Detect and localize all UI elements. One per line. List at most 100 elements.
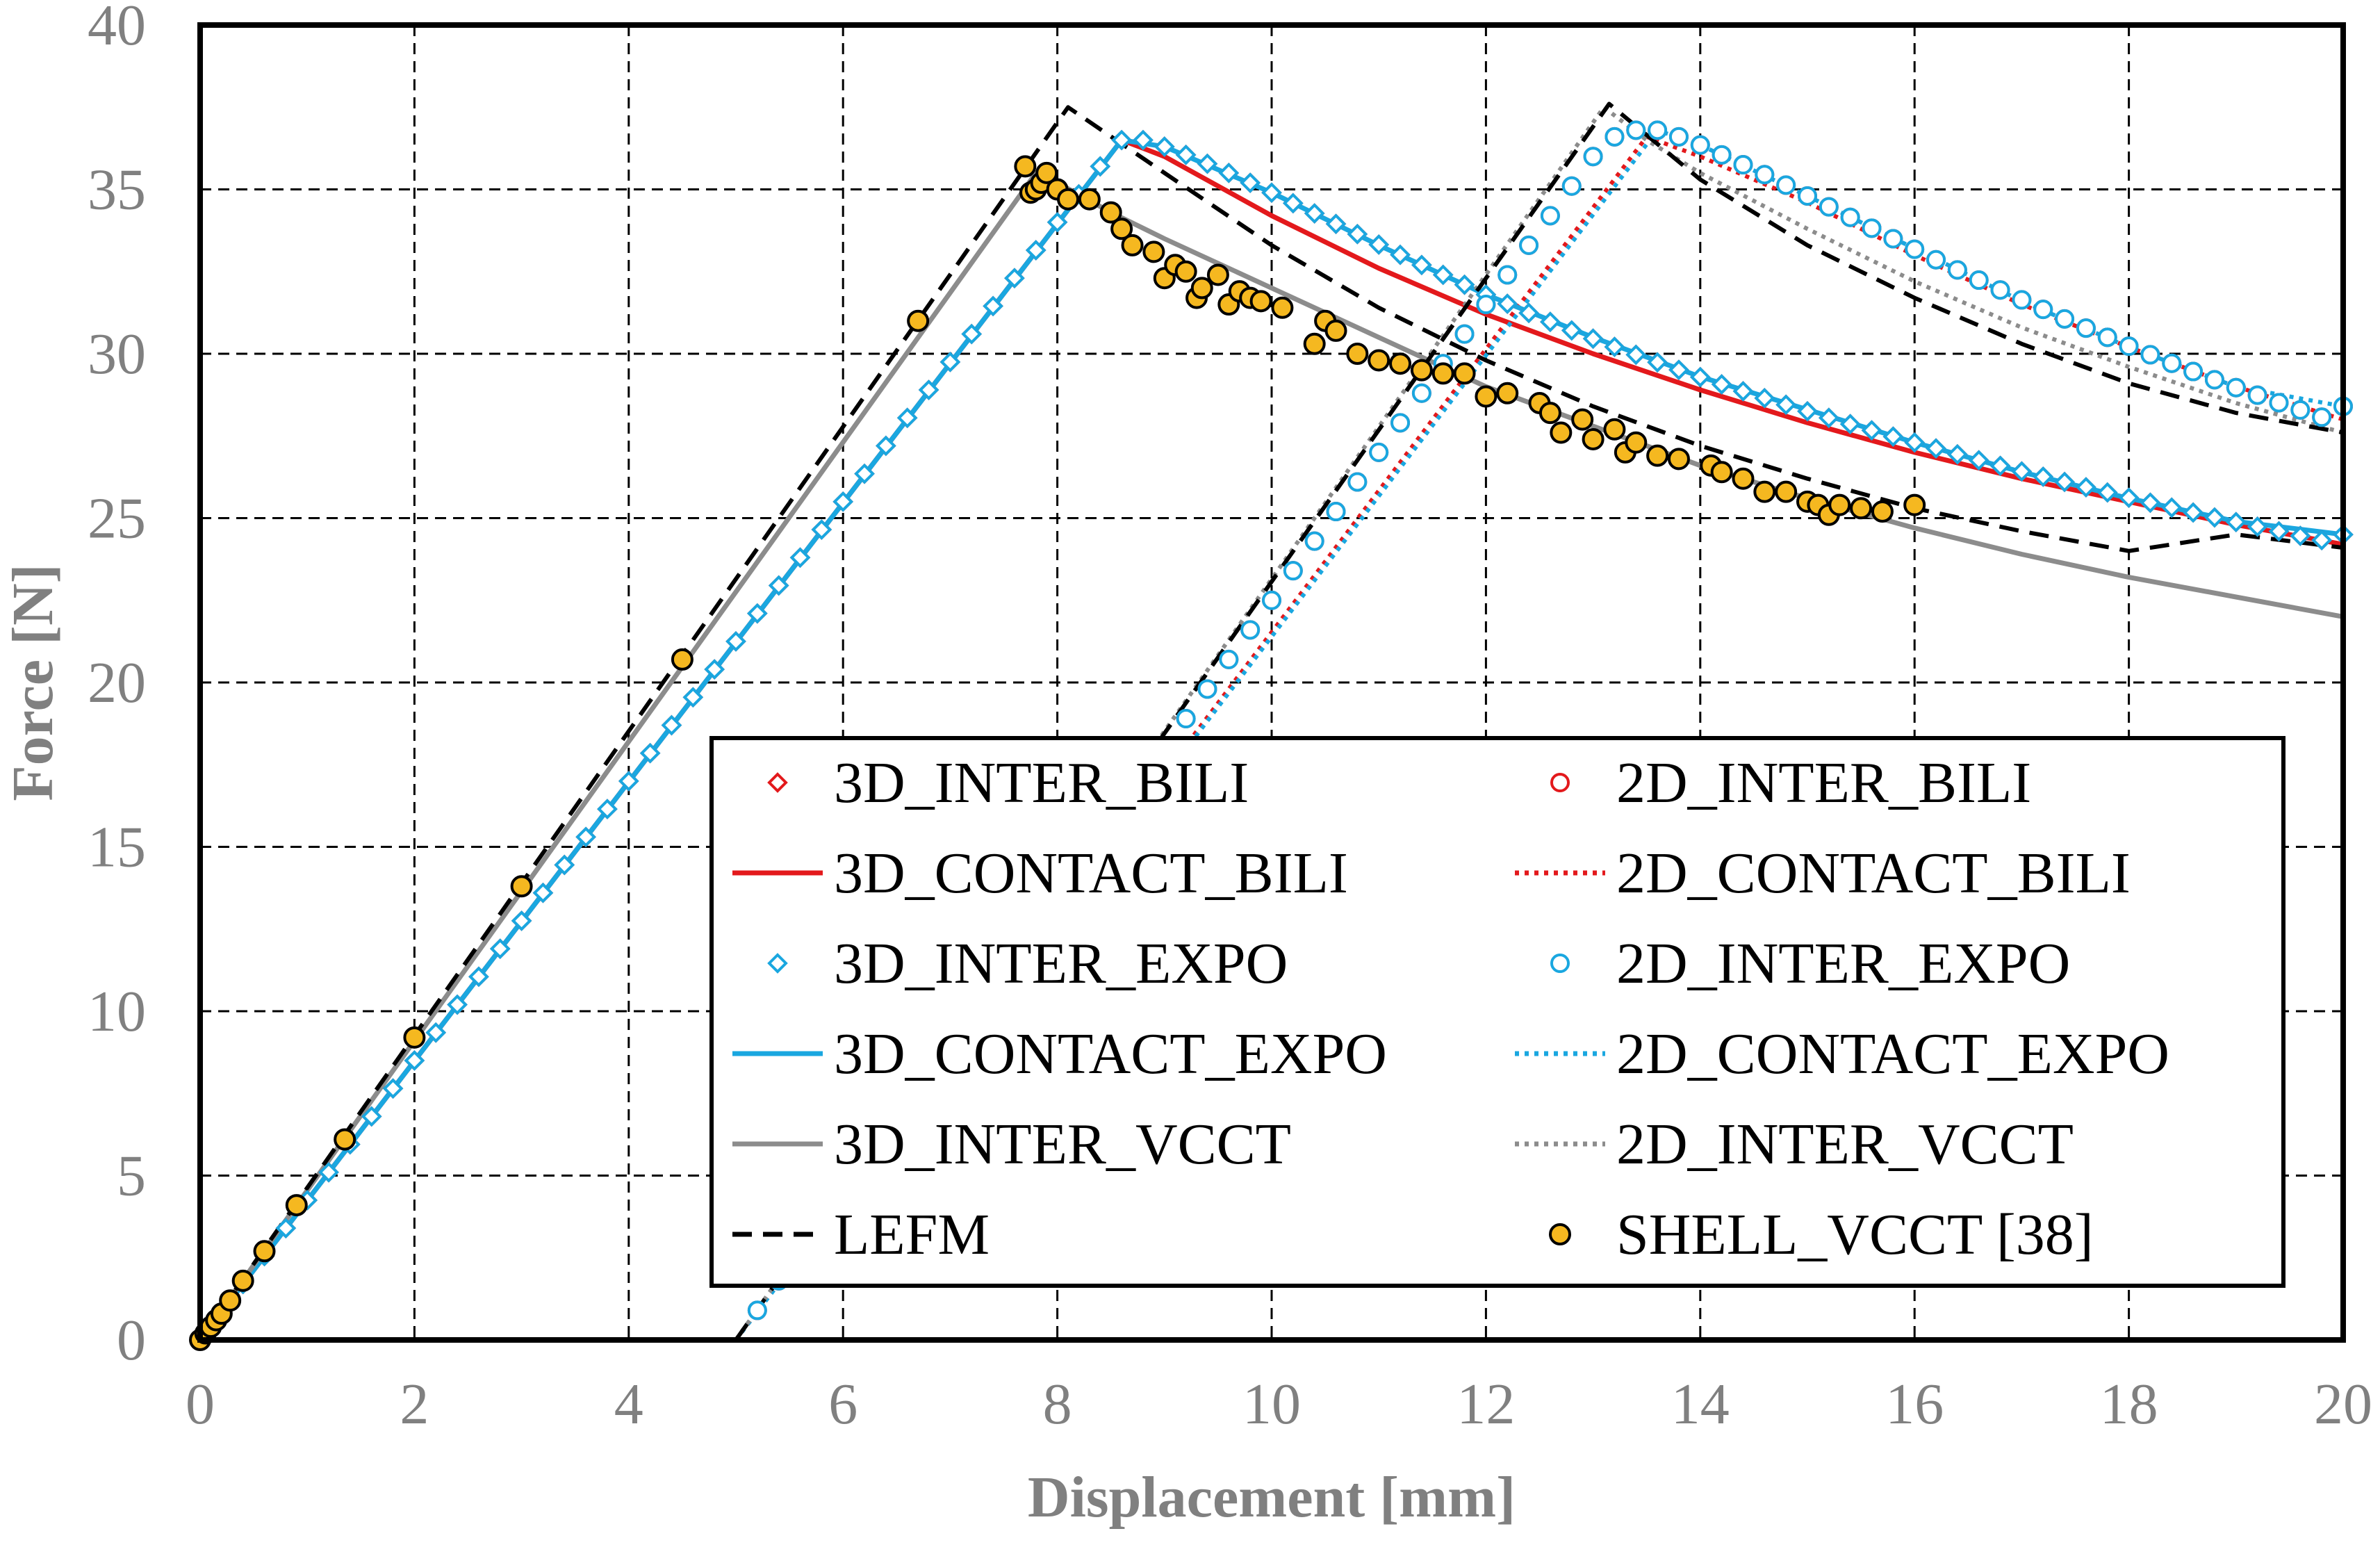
legend-label-2d-inter-expo: 2D_INTER_EXPO [1616,931,2070,996]
data-point-shell-vcct-38 [1571,408,1594,431]
series-line-lefm [198,101,2344,1341]
data-point-2d-inter-expo [1369,442,1389,462]
x-tick-label: 4 [614,1372,643,1437]
data-point-2d-inter-expo [1497,265,1518,285]
data-point-2d-inter-expo [1883,229,1903,249]
data-point-3d-inter-expo [2033,466,2054,487]
data-point-2d-inter-expo [2055,309,2075,329]
legend-item-2d-inter-bili: 2D_INTER_BILI [1550,751,2031,815]
data-point-shell-vcct-38 [1346,343,1369,365]
y-tick-label: 35 [88,158,146,222]
data-point-2d-inter-expo [2204,370,2224,390]
legend-label-2d-inter-bili: 2D_INTER_BILI [1616,751,2031,815]
data-point-3d-inter-expo [275,1218,297,1239]
legend-item-3d-inter-expo: 3D_INTER_EXPO [767,931,1288,996]
data-point-3d-inter-expo [1454,274,1475,295]
data-point-3d-inter-expo [511,910,532,931]
data-point-shell-vcct-38 [1603,418,1626,441]
legend-swatch-3d-inter-expo [767,953,788,974]
data-point-shell-vcct-38 [1368,349,1390,372]
data-point-2d-inter-expo [1583,147,1603,167]
data-point-3d-inter-expo [1711,374,1732,395]
data-point-shell-vcct-38 [1582,427,1605,450]
data-point-3d-inter-expo [2140,492,2161,514]
data-point-3d-inter-expo [2011,461,2033,482]
data-point-3d-inter-expo [2311,530,2332,551]
data-point-2d-inter-expo [1947,260,1967,280]
data-point-3d-inter-expo [747,603,768,624]
data-point-3d-inter-expo [489,938,511,959]
data-point-2d-inter-expo [1219,649,1239,669]
data-point-shell-vcct-38 [1303,332,1326,355]
legend-label-3d-contact-expo: 3D_CONTACT_EXPO [834,1022,1387,1086]
data-point-3d-inter-expo [361,1106,382,1127]
data-point-2d-inter-expo [1905,239,1925,259]
y-tick-label: 20 [88,651,146,715]
data-point-3d-inter-expo [2268,521,2290,542]
legend-item-3d-contact-bili: 3D_CONTACT_BILI [732,841,1348,906]
data-point-2d-inter-expo [1712,145,1732,165]
data-point-3d-inter-expo [1882,426,1904,448]
legend-label-2d-contact-expo: 2D_CONTACT_EXPO [1616,1022,2169,1086]
x-tick-label: 16 [1885,1372,1944,1437]
data-point-2d-inter-expo [2012,290,2032,310]
data-point-shell-vcct-38 [1078,188,1101,211]
data-point-shell-vcct-38 [1903,493,1926,516]
legend-label-3d-inter-bili: 3D_INTER_BILI [834,751,1249,815]
data-point-3d-inter-expo [2247,516,2268,537]
data-point-2d-inter-expo [1347,472,1368,492]
x-tick-label: 10 [1242,1372,1301,1437]
data-point-2d-inter-expo [2247,385,2267,405]
data-point-2d-inter-expo [2140,345,2160,365]
data-point-3d-inter-expo [2225,512,2247,533]
legend-swatch-2d-inter-bili [1550,773,1570,792]
data-point-3d-inter-expo [1689,366,1711,388]
data-point-3d-inter-expo [532,882,554,903]
data-point-2d-inter-expo [2076,318,2096,338]
data-point-2d-inter-expo [1540,206,1560,226]
data-point-shell-vcct-38 [1142,240,1165,263]
data-point-3d-inter-expo [1968,450,1989,471]
data-point-shell-vcct-38 [1475,385,1497,408]
data-point-2d-inter-expo [1798,186,1817,206]
x-tick-label: 0 [186,1372,215,1437]
data-point-shell-vcct-38 [1732,467,1755,490]
data-point-shell-vcct-38 [1710,461,1733,484]
data-point-shell-vcct-38 [1753,480,1776,503]
data-point-2d-inter-expo [1326,502,1346,522]
legend-item-2d-contact-expo: 2D_CONTACT_EXPO [1515,1022,2169,1086]
data-point-3d-inter-expo [1411,254,1432,276]
data-point-3d-inter-expo [1754,388,1775,409]
data-point-shell-vcct-38 [1324,319,1347,342]
data-point-shell-vcct-38 [1121,234,1144,256]
data-point-3d-inter-expo [854,463,875,484]
data-point-3d-inter-expo [639,742,661,764]
legend-item-2d-inter-expo: 2D_INTER_EXPO [1550,931,2070,996]
data-point-2d-inter-expo [1990,280,2010,300]
data-point-3d-inter-expo [918,379,939,400]
data-point-2d-inter-expo [1197,679,1217,699]
data-point-2d-inter-expo [1776,175,1796,195]
data-point-2d-inter-expo [1668,126,1689,147]
data-point-3d-inter-expo [1989,455,2011,477]
data-point-shell-vcct-38 [1453,362,1476,385]
data-point-3d-inter-expo [939,351,961,373]
data-point-shell-vcct-38 [1206,263,1229,286]
data-point-3d-inter-expo [1497,293,1518,314]
data-point-3d-inter-expo [1090,156,1111,177]
data-point-3d-inter-expo [1861,420,1882,441]
data-point-2d-inter-expo [2312,407,2332,427]
data-point-3d-inter-expo [876,435,896,457]
data-point-shell-vcct-38 [1625,431,1648,454]
y-tick-label: 10 [88,979,146,1044]
data-point-3d-inter-expo [2054,471,2075,493]
data-point-shell-vcct-38 [1850,497,1873,520]
data-point-3d-inter-expo [1325,213,1347,234]
y-tick-label: 40 [88,0,146,58]
data-point-2d-inter-expo [2097,327,2117,347]
data-point-3d-inter-expo [1368,234,1390,255]
x-tick-label: 14 [1671,1372,1730,1437]
data-point-shell-vcct-38 [510,875,533,898]
data-point-3d-inter-expo [1240,172,1261,193]
data-point-3d-inter-expo [1218,163,1240,183]
